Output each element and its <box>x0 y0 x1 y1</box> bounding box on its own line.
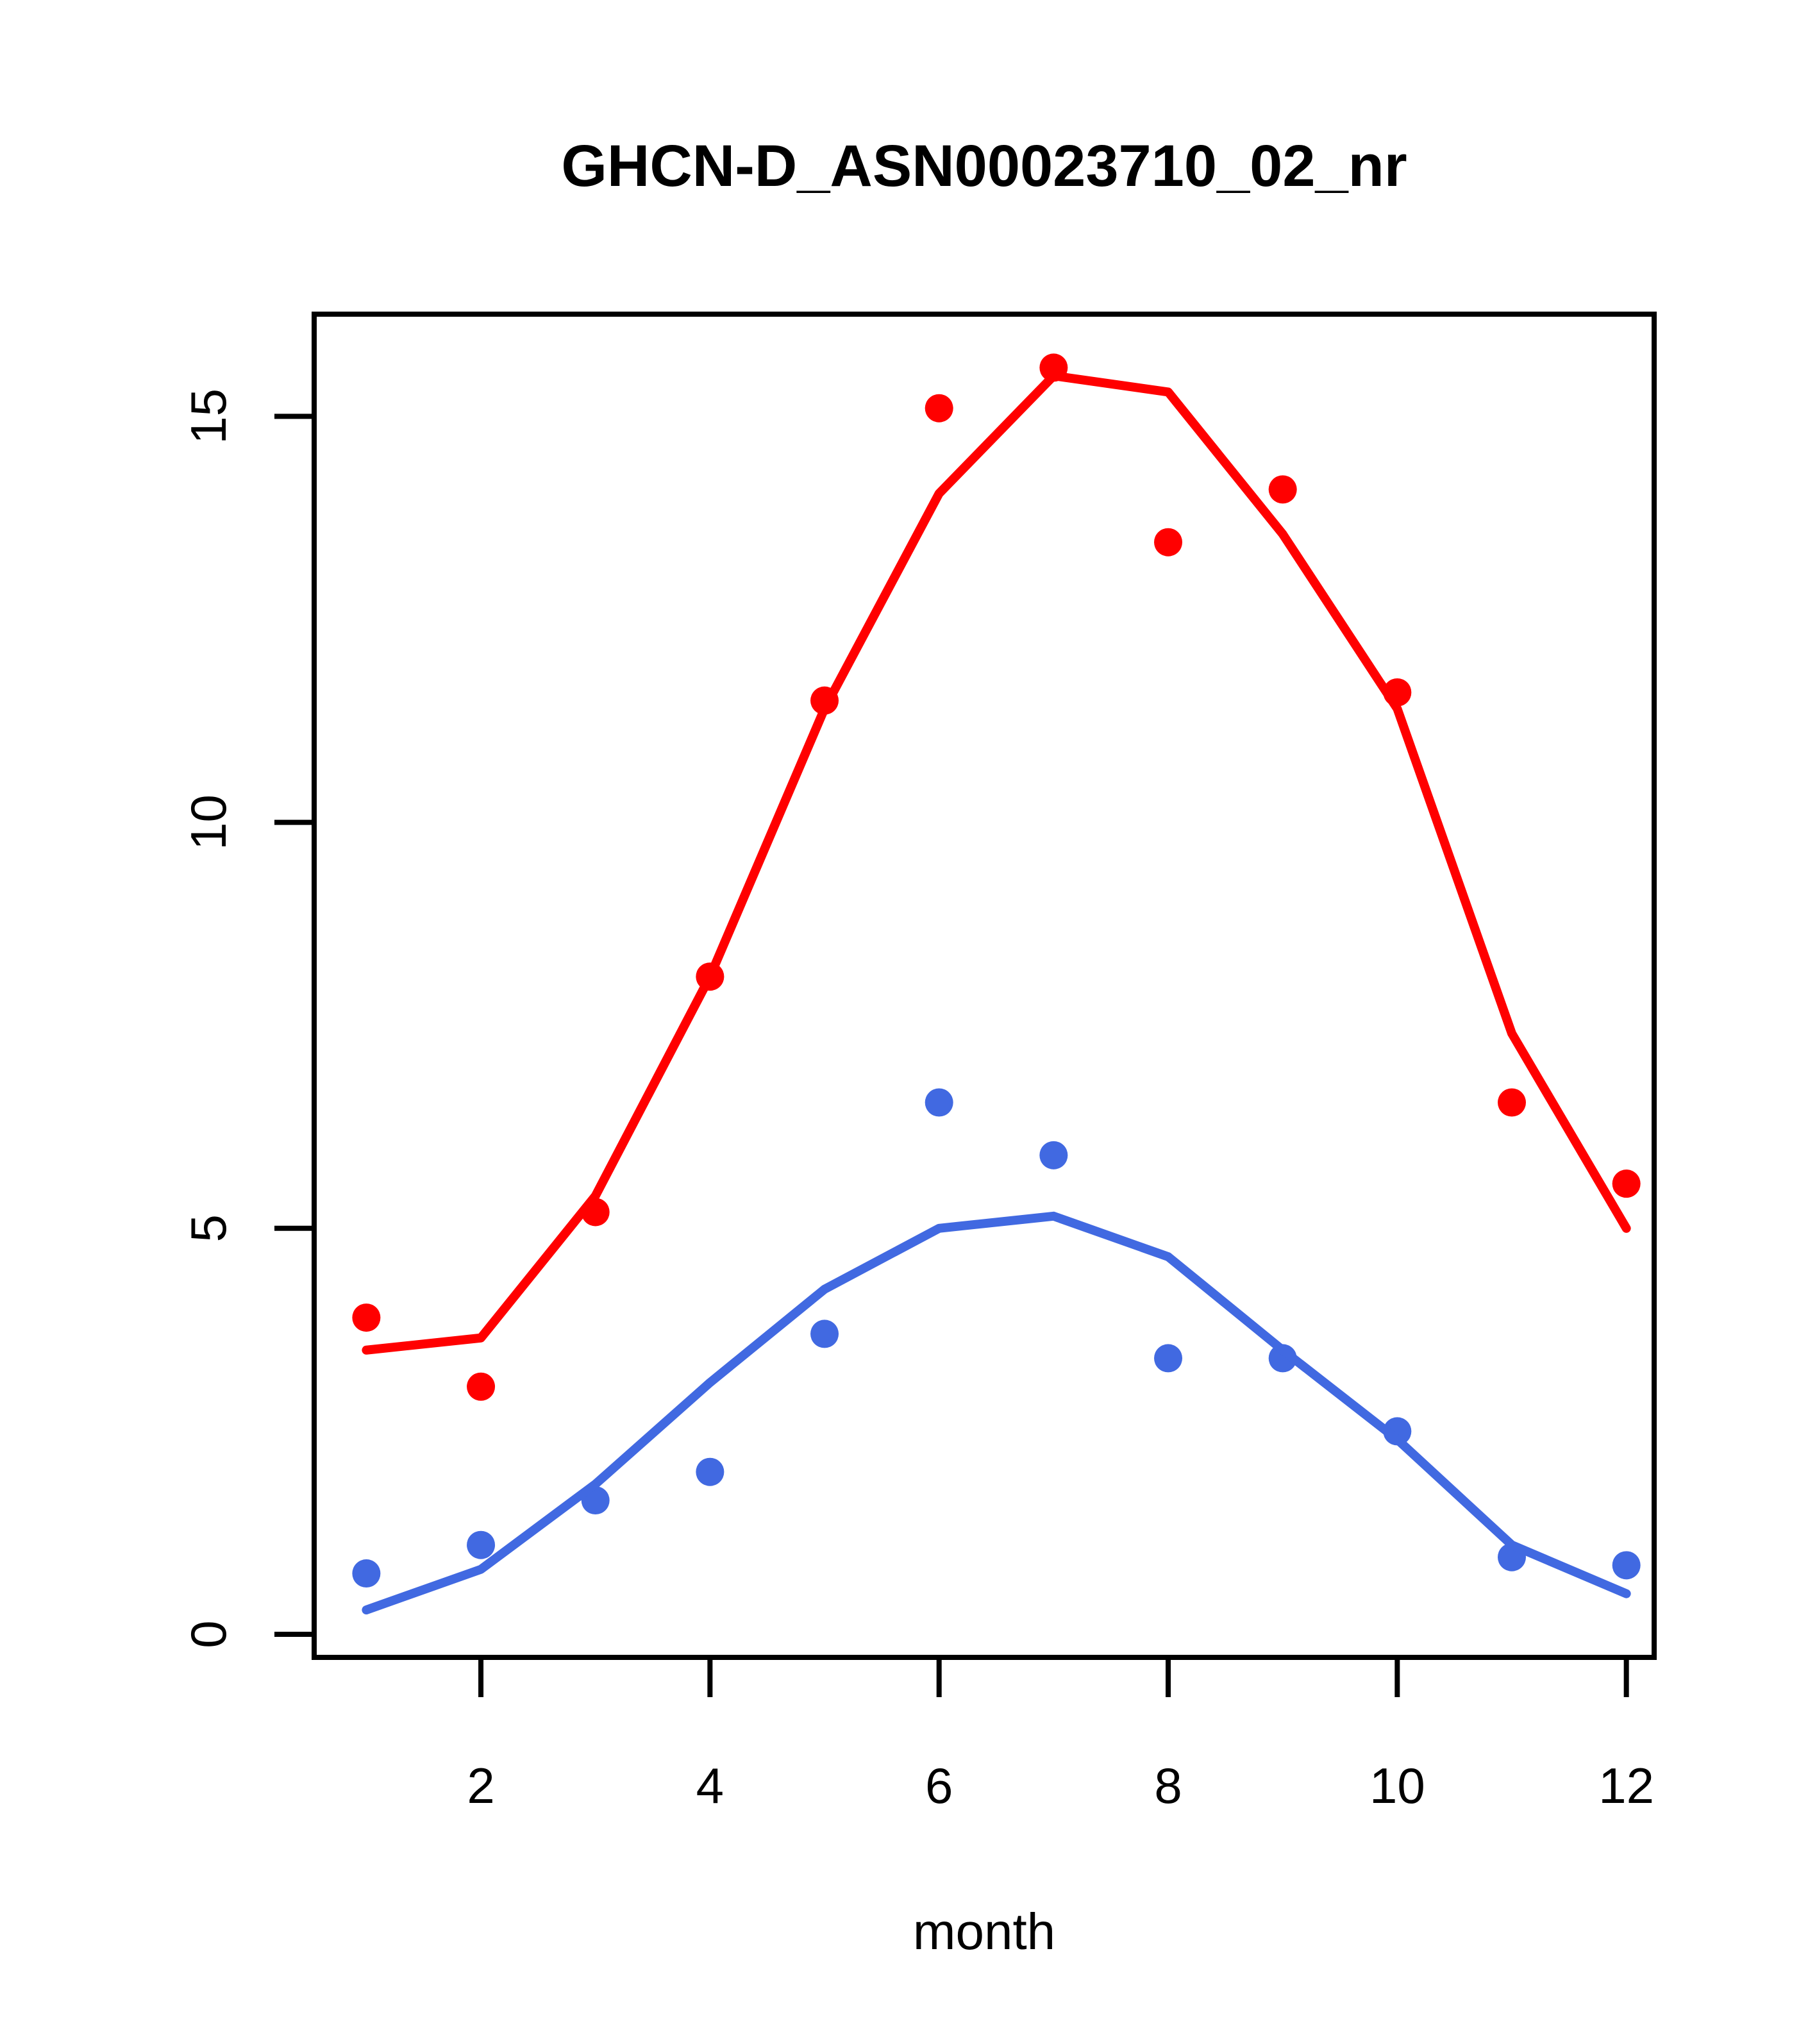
x-tick-label-10: 10 <box>1369 1757 1425 1814</box>
x-tick-label-12: 12 <box>1598 1757 1654 1814</box>
red-points-m2 <box>467 1372 496 1401</box>
blue-points-m4 <box>696 1457 724 1486</box>
y-tick-label-10: 10 <box>180 794 237 850</box>
x-axis-label: month <box>913 1903 1055 1960</box>
blue-points-m8 <box>1154 1344 1183 1373</box>
blue-points-m2 <box>467 1530 496 1559</box>
red-points-m11 <box>1498 1088 1526 1117</box>
blue-points-m5 <box>810 1319 839 1348</box>
red-fitted-line <box>362 371 1631 1355</box>
plot-box <box>312 312 1657 1660</box>
red-points-m6 <box>925 394 953 423</box>
x-tick-label-2: 2 <box>467 1757 494 1814</box>
blue-fitted-line <box>362 1211 1631 1615</box>
blue-points <box>352 1088 1641 1588</box>
red-points-m12 <box>1612 1169 1641 1198</box>
x-tick-label-4: 4 <box>696 1757 724 1814</box>
x-tick-label-6: 6 <box>925 1757 953 1814</box>
y-tick-label-0: 0 <box>180 1620 237 1648</box>
red-points-m1 <box>352 1303 381 1332</box>
blue-points-m1 <box>352 1559 381 1588</box>
blue-points-m12 <box>1612 1551 1641 1580</box>
blue-points-m6 <box>925 1088 953 1117</box>
red-points-m9 <box>1268 475 1297 504</box>
plot-area: 2 4 6 8 10 12 0 5 10 15 <box>180 312 1657 1814</box>
y-tick-label-15: 15 <box>180 389 237 444</box>
y-tick-label-5: 5 <box>180 1214 237 1242</box>
x-tick-label-8: 8 <box>1154 1757 1182 1814</box>
chart-title: GHCN-D_ASN00023710_02_nr <box>561 133 1407 199</box>
red-points <box>352 353 1641 1401</box>
red-points-m8 <box>1154 528 1183 557</box>
blue-points-m7 <box>1039 1141 1068 1169</box>
